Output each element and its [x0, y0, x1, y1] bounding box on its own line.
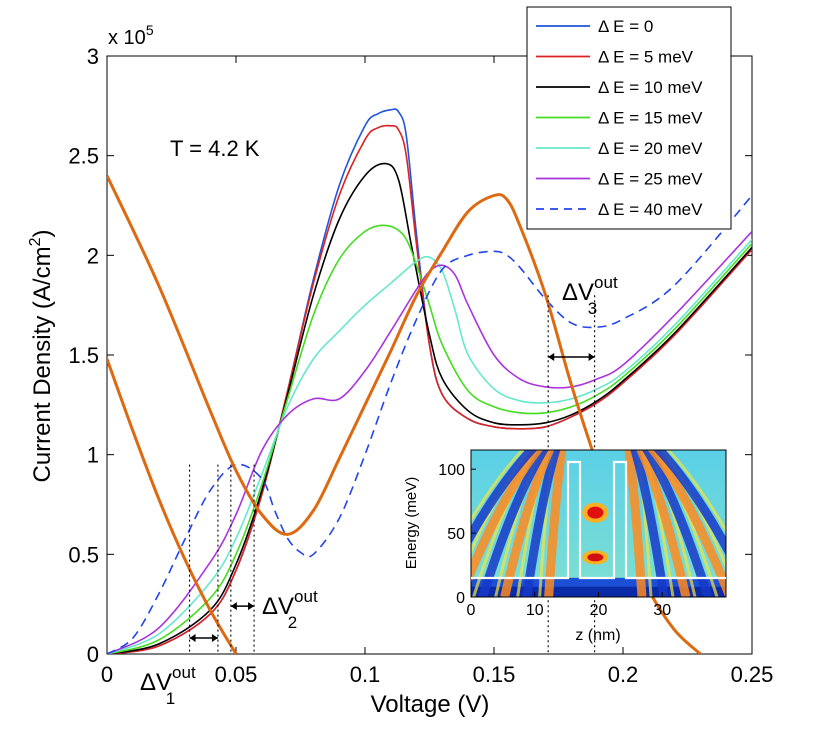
inset-x-tick-label: 10 [526, 602, 544, 619]
y-tick-label: 2 [87, 243, 99, 268]
arrowhead-left [548, 352, 555, 361]
y-tick-label: 1.5 [68, 343, 99, 368]
inset-x-label: z (nm) [575, 627, 620, 644]
legend: Δ E = 0 Δ E = 5 meV Δ E = 10 meV Δ E = 15 m… [526, 6, 732, 230]
inset-y-tick-label: 100 [438, 462, 465, 479]
inset-wave [544, 450, 567, 597]
inset-wave [641, 450, 713, 597]
arrowhead-right [211, 634, 218, 643]
x-tick-label: 0.25 [731, 662, 774, 687]
annotation-layer: ΔVout 1 ΔVout 2 ΔVout 3 [140, 273, 618, 708]
series-line--e-40-mev [107, 194, 752, 654]
inset-x-tick-label: 30 [653, 602, 671, 619]
inset-wave [647, 450, 726, 597]
legend-entry-label: Δ E = 20 meV [598, 139, 703, 158]
x-tick-label: 0.2 [608, 662, 639, 687]
legend-entry-label: Δ E = 15 meV [598, 109, 703, 128]
y-tick-label: 0.5 [68, 542, 99, 567]
inset-plot: 0 10 20 30 0 50 100 z (nm) Energy (meV) [403, 449, 727, 644]
label-dv2: ΔVout 2 [262, 587, 318, 632]
x-tick-label: 0.15 [473, 662, 516, 687]
label-dv3: ΔVout 3 [562, 273, 618, 318]
series-line--e-15-mev [107, 224, 752, 654]
inset-state-1-core [587, 553, 604, 562]
inset-y-tick-label: 0 [456, 590, 465, 607]
inset-wave [522, 450, 561, 597]
inset-y-tick-label: 50 [447, 526, 465, 543]
x-tick-label: 0 [101, 662, 113, 687]
inset-wave [471, 450, 544, 584]
x-tick-label: 0.05 [215, 662, 258, 687]
y-tick-label: 0 [87, 642, 99, 667]
y-tick-label: 3 [87, 44, 99, 69]
legend-entry-label: Δ E = 0 [598, 17, 653, 36]
inset-y-label: Energy (meV) [403, 477, 420, 570]
y-multiplier: x 105 [108, 22, 154, 49]
legend-entry-label: Δ E = 10 meV [598, 78, 703, 97]
inset-wave [630, 450, 669, 597]
y-axis-label: Current Density (A/cm2) [27, 230, 56, 483]
legend-entry-label: Δ E = 5 meV [598, 48, 694, 67]
arrowhead-left [189, 634, 196, 643]
inset-x-tick-label: 20 [590, 602, 608, 619]
inset-state-2-core [587, 506, 604, 519]
legend-entry-label: Δ E = 40 meV [598, 200, 703, 219]
inset-wave [653, 450, 726, 556]
legend-entry-label: Δ E = 25 meV [598, 170, 703, 189]
inset-band [471, 586, 726, 597]
arrowhead-right [248, 602, 255, 611]
x-axis-label: Voltage (V) [371, 691, 490, 718]
inset-wave [624, 450, 647, 597]
temperature-label: T = 4.2 K [170, 136, 260, 161]
y-tick-label: 1 [87, 443, 99, 468]
arrowhead-left [230, 602, 237, 611]
series-line--e-20-mev [107, 238, 752, 654]
series-line--e-10-mev [107, 162, 752, 654]
inset-heatmap [471, 450, 726, 597]
y-tick-label: 2.5 [68, 144, 99, 169]
inset-wave [471, 450, 538, 545]
series-line--e-5-mev [107, 124, 752, 654]
arrowhead-right [588, 352, 595, 361]
inset-wave-edge [471, 450, 525, 523]
inset-x-tick-label: 0 [467, 602, 476, 619]
label-dv1: ΔVout 1 [140, 663, 196, 708]
x-tick-label: 0.1 [350, 662, 381, 687]
inset-wave [500, 450, 555, 597]
inset-wave-edge [666, 450, 726, 534]
series-line-load-line-left [107, 358, 238, 654]
inset-wave [478, 450, 549, 597]
axis-tick-labels: 0 0.05 0.1 0.15 0.2 0.25 0 0.5 1 1.5 2 2.5 3 [68, 44, 773, 687]
inset-potential-well [471, 460, 726, 580]
inset-wave [636, 450, 691, 597]
